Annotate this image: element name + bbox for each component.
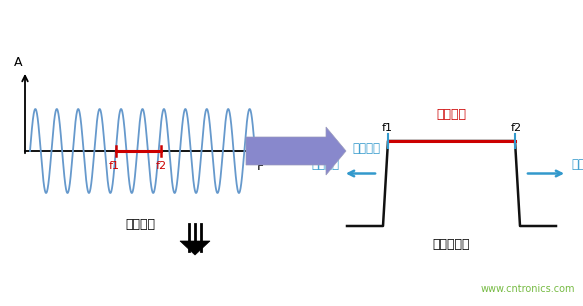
Polygon shape bbox=[180, 241, 210, 255]
Text: 原始信号: 原始信号 bbox=[125, 218, 155, 231]
Text: www.cntronics.com: www.cntronics.com bbox=[480, 284, 575, 294]
Text: f2: f2 bbox=[156, 161, 167, 171]
Text: 滤波器响应: 滤波器响应 bbox=[433, 238, 470, 251]
Text: 抑制频段: 抑制频段 bbox=[352, 141, 380, 155]
Text: f1: f1 bbox=[381, 123, 392, 133]
Text: A: A bbox=[14, 56, 22, 69]
Text: 工作频段: 工作频段 bbox=[437, 108, 466, 121]
Text: f1: f1 bbox=[109, 161, 120, 171]
Text: 抑制频段: 抑制频段 bbox=[571, 158, 583, 170]
Text: f2: f2 bbox=[511, 123, 522, 133]
Text: 抑制频段: 抑制频段 bbox=[311, 158, 339, 170]
Text: F: F bbox=[257, 160, 264, 173]
Polygon shape bbox=[246, 127, 346, 175]
